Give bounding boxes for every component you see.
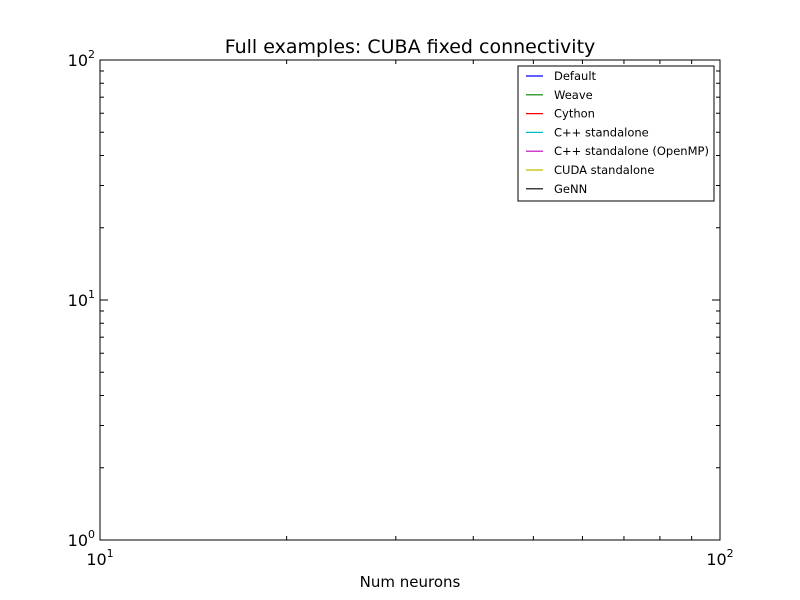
x-axis-label: Num neurons bbox=[360, 573, 461, 591]
legend-label: CUDA standalone bbox=[554, 163, 654, 177]
chart-title: Full examples: CUBA fixed connectivity bbox=[225, 36, 596, 58]
legend-label: C++ standalone (OpenMP) bbox=[554, 144, 709, 158]
legend-box bbox=[517, 65, 715, 202]
legend-label: GeNN bbox=[554, 182, 587, 196]
legend-label: Default bbox=[554, 69, 597, 83]
y-tick-label: 102 bbox=[68, 48, 95, 70]
x-tick-label: 101 bbox=[86, 547, 113, 569]
legend-label: Cython bbox=[554, 107, 595, 121]
legend-label: Weave bbox=[554, 88, 593, 102]
x-tick-label: 102 bbox=[706, 547, 733, 569]
y-tick-label: 100 bbox=[68, 528, 95, 550]
y-tick-label: 101 bbox=[68, 288, 95, 310]
legend-label: C++ standalone bbox=[554, 125, 649, 139]
legend: Default Weave Cython C++ standalone C++ stan… bbox=[517, 65, 715, 202]
